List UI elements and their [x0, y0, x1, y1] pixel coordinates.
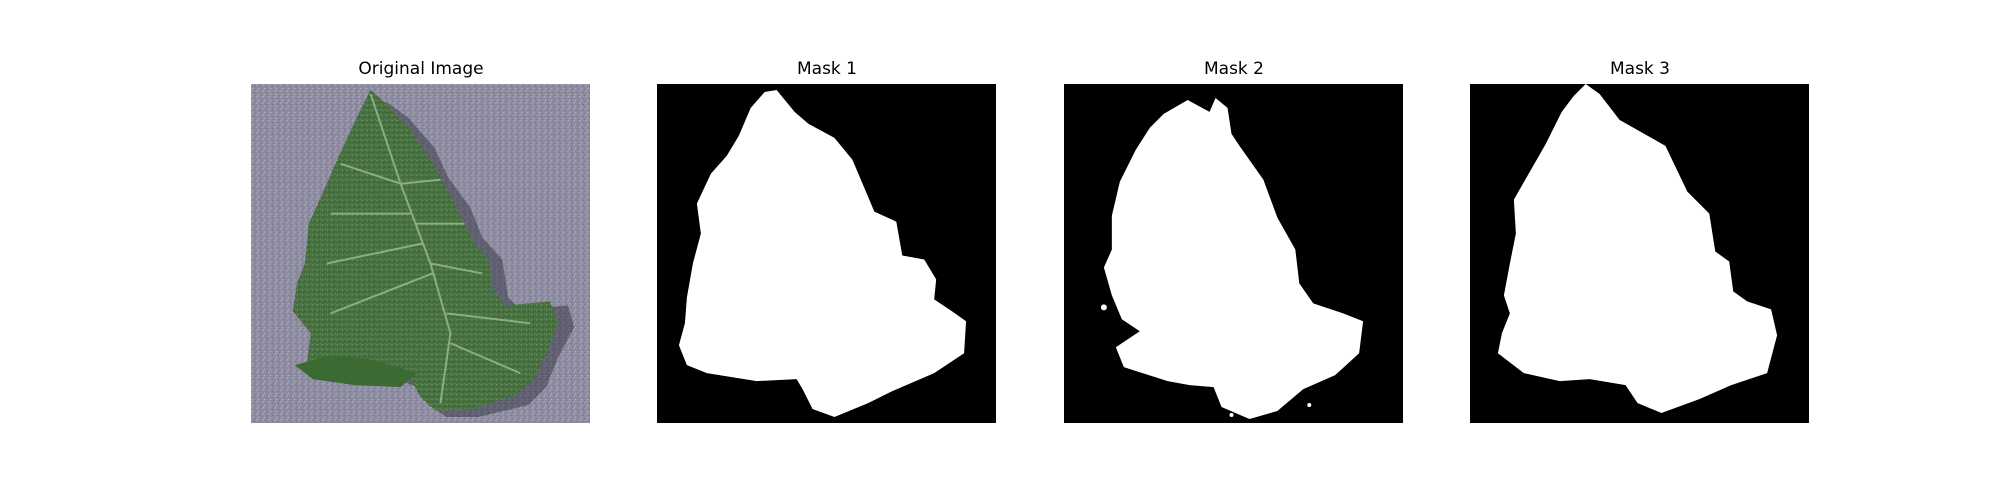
- original-leaf-photo: [251, 84, 590, 423]
- mask-2-image: [1064, 84, 1403, 423]
- panel-title: Mask 2: [1203, 59, 1264, 79]
- panel-title: Mask 3: [1609, 59, 1670, 79]
- panel-title: Mask 1: [796, 59, 857, 79]
- panel-title: Original Image: [358, 59, 484, 79]
- mask-1-image: [657, 84, 996, 423]
- mask-3-image: [1470, 84, 1809, 423]
